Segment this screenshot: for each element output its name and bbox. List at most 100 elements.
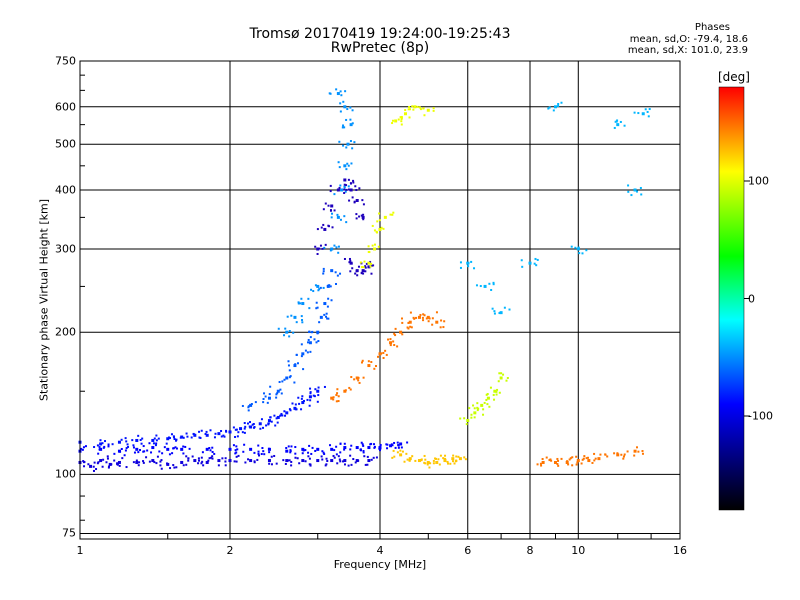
data-point xyxy=(498,391,501,394)
data-point xyxy=(311,446,314,449)
data-point xyxy=(349,388,352,391)
data-point xyxy=(367,446,371,450)
data-point xyxy=(284,327,287,330)
data-point xyxy=(571,464,574,467)
data-point xyxy=(93,461,96,464)
data-point xyxy=(202,464,205,467)
data-point xyxy=(330,299,333,302)
data-point xyxy=(187,457,190,460)
data-point xyxy=(552,109,555,112)
data-point xyxy=(321,458,324,461)
data-point xyxy=(396,441,399,444)
data-point xyxy=(158,450,161,453)
data-point xyxy=(205,433,209,437)
data-point xyxy=(180,447,184,451)
data-point xyxy=(467,265,470,268)
data-point xyxy=(301,395,304,398)
data-point xyxy=(637,112,640,115)
data-point xyxy=(480,403,484,407)
data-point xyxy=(359,261,362,264)
data-point xyxy=(413,105,417,109)
data-point xyxy=(407,321,410,324)
data-point xyxy=(286,315,289,318)
data-point xyxy=(288,459,291,462)
data-point xyxy=(545,456,548,459)
data-point xyxy=(548,459,551,462)
data-point xyxy=(362,218,365,221)
data-point xyxy=(470,260,473,263)
data-point xyxy=(99,447,103,451)
data-point xyxy=(521,265,524,268)
data-point xyxy=(301,447,305,451)
data-point xyxy=(446,462,449,465)
data-point xyxy=(197,462,200,465)
data-point xyxy=(353,200,356,203)
data-point xyxy=(630,194,633,197)
data-point xyxy=(249,459,253,463)
data-point xyxy=(290,460,293,463)
data-point xyxy=(267,396,271,400)
data-point xyxy=(244,425,247,428)
data-point xyxy=(296,457,299,460)
data-point xyxy=(446,460,449,463)
data-point xyxy=(320,226,323,229)
data-point xyxy=(647,115,650,118)
data-point xyxy=(337,395,340,398)
data-point xyxy=(423,454,426,457)
data-point xyxy=(575,463,578,466)
data-point xyxy=(301,402,304,405)
data-point xyxy=(217,464,220,467)
data-point xyxy=(330,216,333,219)
data-point xyxy=(346,142,350,146)
data-point xyxy=(375,231,378,234)
data-point xyxy=(237,454,240,457)
data-point xyxy=(470,416,473,419)
data-point xyxy=(349,140,352,143)
data-point xyxy=(300,397,303,400)
data-point xyxy=(288,376,291,379)
data-point xyxy=(304,349,307,352)
data-point xyxy=(533,262,536,265)
data-point xyxy=(591,461,594,464)
data-point xyxy=(350,162,353,165)
data-point xyxy=(224,457,227,460)
data-point xyxy=(397,446,400,449)
data-point xyxy=(346,162,349,165)
data-point xyxy=(408,105,411,108)
data-point xyxy=(465,423,468,426)
data-point xyxy=(220,430,223,433)
data-point xyxy=(339,218,342,221)
data-point xyxy=(399,449,402,452)
data-point xyxy=(408,116,411,119)
data-point xyxy=(327,317,330,320)
data-point xyxy=(243,427,246,430)
data-point xyxy=(252,422,255,425)
data-point xyxy=(247,405,250,408)
data-point xyxy=(153,437,156,440)
data-point xyxy=(486,403,489,406)
data-point xyxy=(185,455,188,458)
data-point xyxy=(249,403,253,407)
data-point xyxy=(534,257,537,260)
data-point xyxy=(351,267,354,270)
data-point xyxy=(333,244,336,247)
data-point xyxy=(635,190,638,193)
data-point xyxy=(104,440,107,443)
axis-ticks xyxy=(80,74,652,539)
data-point xyxy=(575,455,578,458)
data-point xyxy=(492,283,495,286)
data-point xyxy=(155,434,158,437)
data-point xyxy=(270,420,273,423)
x-tick-label: 16 xyxy=(673,544,687,557)
data-point xyxy=(409,325,412,328)
data-point xyxy=(101,442,104,445)
data-point xyxy=(637,450,640,453)
data-point xyxy=(309,464,312,467)
data-point xyxy=(373,443,376,446)
data-point xyxy=(300,408,303,411)
data-point xyxy=(482,408,485,411)
data-point xyxy=(254,401,257,404)
data-point xyxy=(373,229,376,232)
data-point xyxy=(135,459,138,462)
data-point xyxy=(224,464,227,467)
